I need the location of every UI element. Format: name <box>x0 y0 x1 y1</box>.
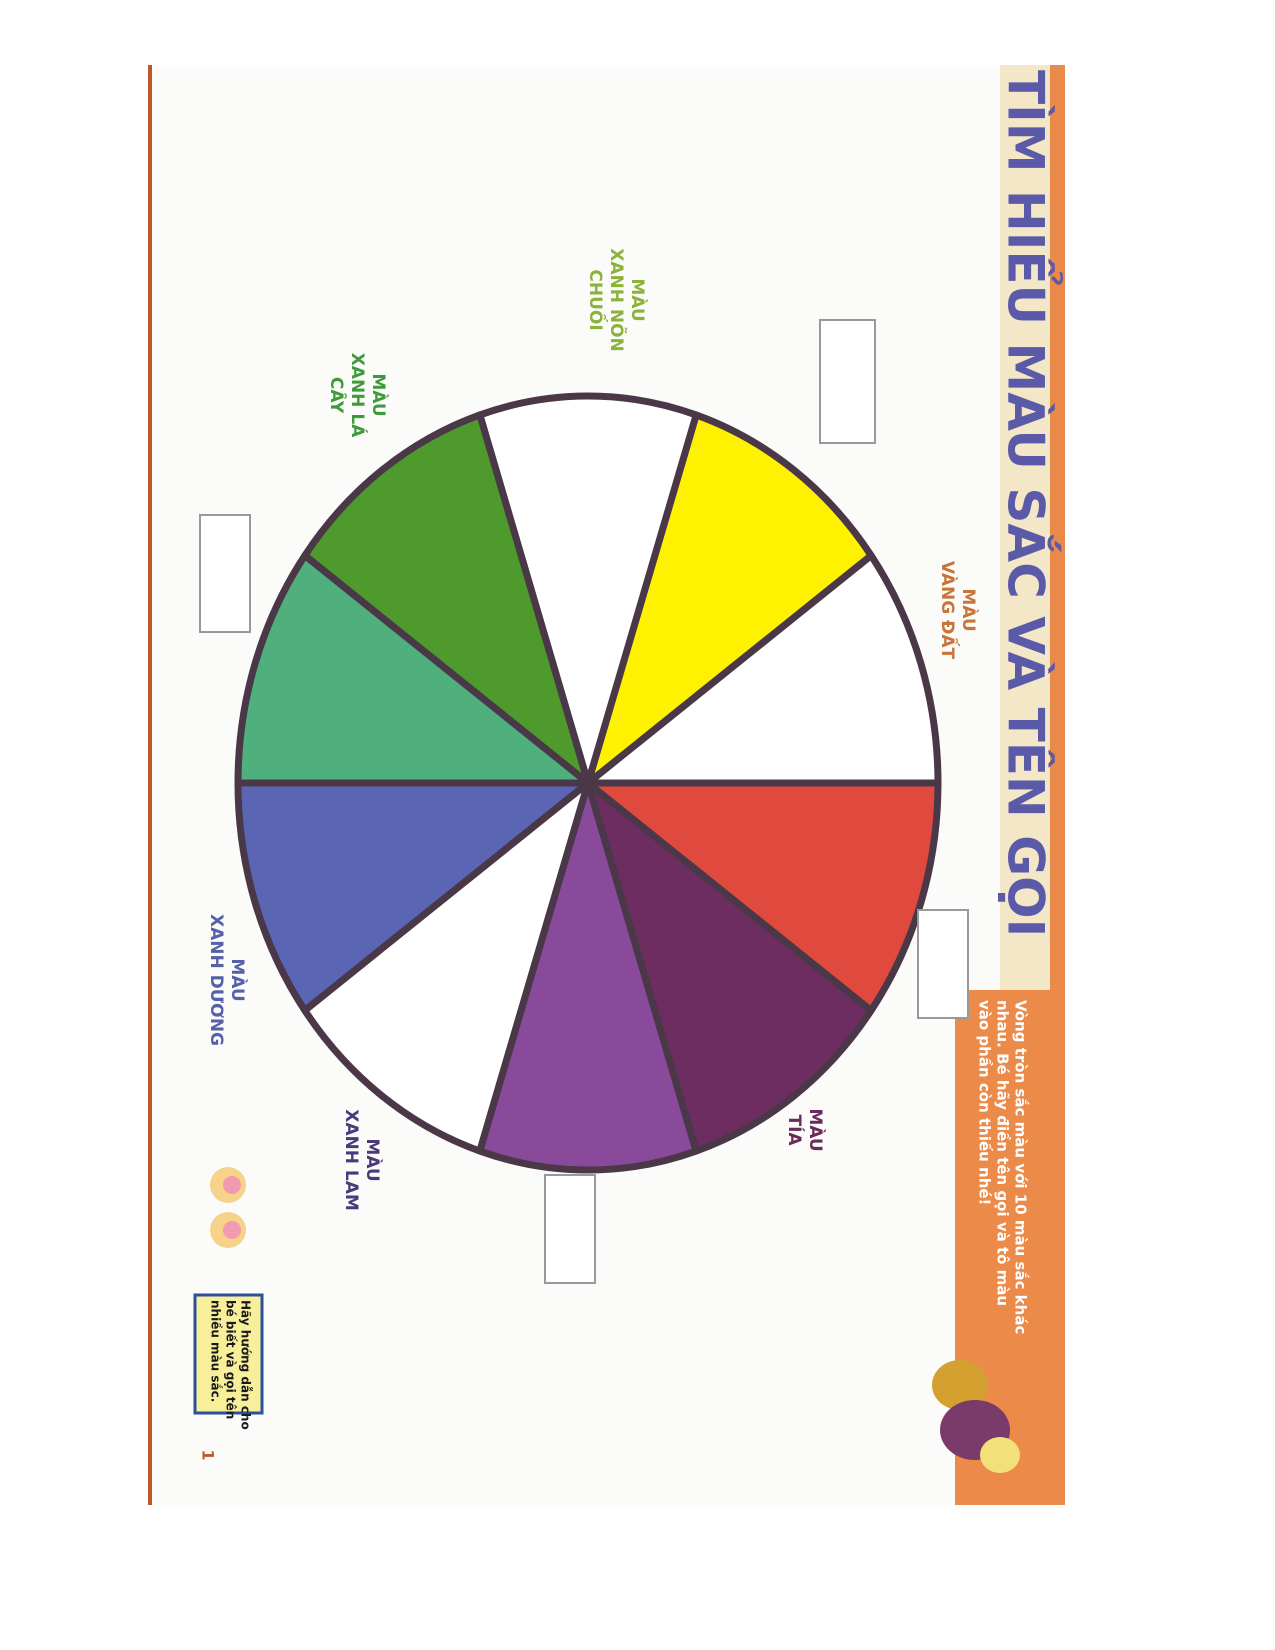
kids-icon <box>210 1167 246 1248</box>
color-label: XANH DƯƠNG <box>206 914 226 1046</box>
instruction-line: vào phần còn thiếu nhé! <box>976 1000 995 1205</box>
answer-box <box>819 319 876 444</box>
page-number: 1 <box>199 1449 218 1460</box>
color-label: MÀU <box>368 373 390 416</box>
edge-band <box>1050 65 1065 1505</box>
wheel-segment <box>234 779 592 1014</box>
page-edge <box>148 65 152 1505</box>
answer-box <box>917 909 969 1019</box>
color-wheel <box>234 392 942 1174</box>
wheel-segment <box>584 411 875 787</box>
bee-icon <box>932 1360 1020 1473</box>
instruction-line: nhau. Bé hãy điền tên gọi và tô màu <box>994 1000 1013 1306</box>
wheel-segment <box>301 411 592 787</box>
wheel-segment <box>234 552 592 787</box>
color-label: XANH LAM <box>341 1109 361 1211</box>
wheel-segment <box>584 779 875 1155</box>
color-label: MÀU <box>227 958 249 1001</box>
wheel-segment <box>301 779 592 1155</box>
wheel-segment <box>476 779 700 1174</box>
wheel-segment <box>584 552 942 787</box>
color-label: TÍA <box>784 1114 806 1146</box>
color-label: MÀU <box>362 1138 384 1181</box>
color-label: XANH NÕN <box>606 248 629 352</box>
wheel-segment <box>476 392 700 787</box>
instruction-line: Vòng tròn sắc màu với 10 màu sắc khác <box>1012 1000 1031 1334</box>
color-label: XANH LÁ <box>347 353 369 438</box>
wheel-segment <box>584 779 942 1014</box>
color-label: CHUỐI <box>585 269 609 330</box>
color-label: MÀU <box>805 1108 827 1151</box>
color-label: CÂY <box>326 377 348 414</box>
answer-box <box>199 514 251 633</box>
color-label: VÀNG ĐẤT <box>937 561 961 660</box>
note-line: bé biết và gọi tên <box>224 1300 238 1419</box>
answer-box <box>544 1174 596 1284</box>
note-line: Hãy hướng dẫn cho <box>239 1300 253 1430</box>
note-box <box>193 1293 264 1415</box>
color-label: MÀU <box>627 278 649 321</box>
note-line: nhiều màu sắc. <box>209 1300 223 1402</box>
color-label: MÀU <box>958 588 980 631</box>
title: TÌM HIỂU MÀU SẮC VÀ TÊN GỌI <box>997 70 1064 937</box>
